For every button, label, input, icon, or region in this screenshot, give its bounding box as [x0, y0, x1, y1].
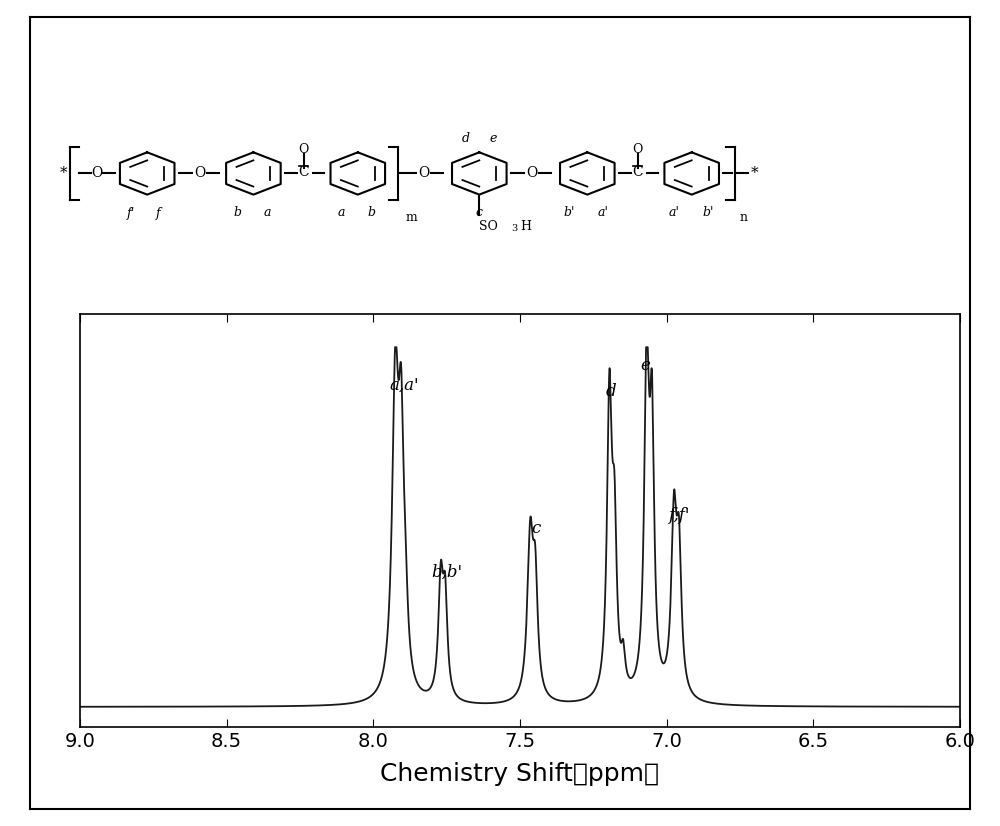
Text: d: d: [606, 383, 616, 401]
Text: f': f': [127, 206, 135, 220]
Text: C: C: [632, 165, 643, 179]
Text: c: c: [476, 206, 483, 220]
Text: e: e: [641, 357, 650, 374]
Text: 3: 3: [511, 224, 517, 233]
Text: m: m: [406, 211, 417, 224]
Text: d: d: [462, 132, 470, 145]
Text: O: O: [418, 167, 429, 180]
Text: SO: SO: [479, 220, 498, 233]
Text: O: O: [194, 167, 205, 180]
X-axis label: Chemistry Shift（ppm）: Chemistry Shift（ppm）: [380, 762, 660, 786]
Text: a: a: [263, 206, 271, 220]
Text: b': b': [564, 206, 575, 220]
Text: O: O: [299, 143, 309, 156]
Text: f,f': f,f': [668, 506, 689, 524]
Text: n: n: [739, 211, 747, 224]
Text: a': a': [598, 206, 609, 220]
Text: C: C: [298, 165, 309, 179]
Text: *: *: [60, 167, 67, 180]
Text: e: e: [489, 132, 496, 145]
Text: *: *: [751, 167, 759, 180]
Text: c: c: [532, 520, 541, 537]
Text: a': a': [668, 206, 679, 220]
Text: b: b: [233, 206, 241, 220]
Text: a: a: [338, 206, 345, 220]
Text: b: b: [367, 206, 375, 220]
Text: O: O: [633, 143, 643, 156]
Text: b,b': b,b': [431, 563, 462, 581]
Text: O: O: [91, 167, 102, 180]
Text: b': b': [702, 206, 714, 220]
Text: H: H: [520, 220, 531, 233]
Text: a,a': a,a': [389, 377, 419, 394]
Text: O: O: [526, 167, 537, 180]
Text: f: f: [156, 206, 160, 220]
